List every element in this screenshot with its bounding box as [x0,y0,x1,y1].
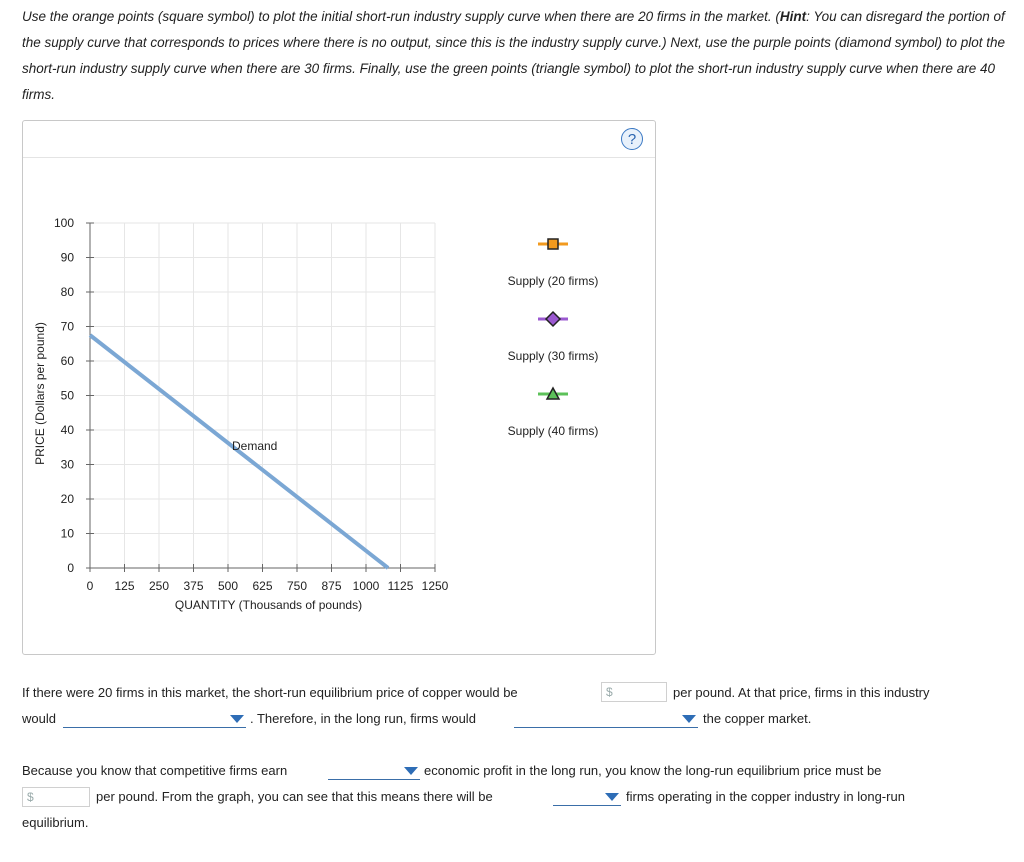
firm-count-dropdown[interactable] [553,787,621,806]
profit-status-dropdown[interactable] [63,709,246,728]
instructions-part2: : You can disregard the portion of the s… [22,9,1006,102]
y-tick-label: 20 [61,492,75,506]
y-tick-label: 0 [67,561,74,575]
triangle-marker-icon[interactable] [545,386,561,400]
y-tick-label: 60 [61,354,75,368]
legend-label: Supply (20 firms) [508,274,599,288]
q1-text-a: If there were 20 firms in this market, t… [22,685,518,700]
x-tick-label: 1250 [422,579,449,593]
x-tick-label: 625 [252,579,272,593]
y-tick-label: 70 [61,320,75,334]
chevron-down-icon [682,715,696,723]
y-tick-label: 100 [54,216,74,230]
graph-panel: ? 0 10 20 30 40 50 60 70 80 90 100 0 125 250 375 500 625… [22,120,656,655]
chart-series[interactable] [88,333,390,570]
diamond-marker-icon[interactable] [544,310,562,328]
demand-curve[interactable] [88,333,390,570]
square-marker-icon[interactable] [547,238,559,250]
q1-text-c: would [22,711,56,726]
chevron-down-icon [605,793,619,801]
long-run-action-dropdown[interactable] [514,709,698,728]
eq-price-input[interactable]: $ [601,682,667,702]
x-tick-label: 250 [149,579,169,593]
x-tick-label: 375 [183,579,203,593]
long-run-profit-dropdown[interactable] [328,761,420,780]
q2-text-b: economic profit in the long run, you kno… [424,763,882,778]
instructions-part1: Use the orange points (square symbol) to… [22,9,780,24]
x-tick-label: 1125 [388,579,414,593]
x-tick-label: 500 [218,579,238,593]
y-tick-label: 90 [61,251,75,265]
q2-text-c: per pound. From the graph, you can see t… [96,789,493,804]
demand-label: Demand [232,439,277,453]
x-tick-label: 125 [114,579,134,593]
x-tick-label: 750 [287,579,307,593]
chart-grid [90,222,436,568]
q2-text-a: Because you know that competitive firms … [22,763,288,778]
x-tick-label: 0 [87,579,94,593]
q1-text-b: per pound. At that price, firms in this … [673,685,930,700]
chevron-down-icon [404,767,418,775]
legend-label: Supply (30 firms) [508,349,599,363]
hint-label: Hint [779,9,807,24]
long-run-price-input[interactable]: $ [22,787,90,807]
graph-toolbar: ? [23,121,655,158]
y-tick-label: 50 [61,389,75,403]
instructions-text: Use the orange points (square symbol) to… [22,4,1012,108]
legend[interactable]: Supply (20 firms) Supply (30 firms) Supply… [508,238,599,438]
x-axis-label: QUANTITY (Thousands of pounds) [175,598,362,612]
legend-label: Supply (40 firms) [508,424,599,438]
y-tick-label: 10 [61,527,75,541]
dollar-sign: $ [27,790,34,804]
q1-text-e: the copper market. [703,711,812,726]
chevron-down-icon [230,715,244,723]
y-tick-label: 30 [61,458,75,472]
help-button[interactable]: ? [621,128,643,150]
q2-text-e: equilibrium. [22,815,89,830]
x-tick-label: 875 [321,579,341,593]
q2-text-d: firms operating in the copper industry i… [626,789,905,804]
dollar-sign: $ [606,685,613,699]
y-tick-label: 80 [61,285,75,299]
q1-text-d: . Therefore, in the long run, firms woul… [250,711,476,726]
x-tick-label: 1000 [353,579,380,593]
y-tick-label: 40 [61,423,75,437]
y-axis-label: PRICE (Dollars per pound) [33,322,47,465]
